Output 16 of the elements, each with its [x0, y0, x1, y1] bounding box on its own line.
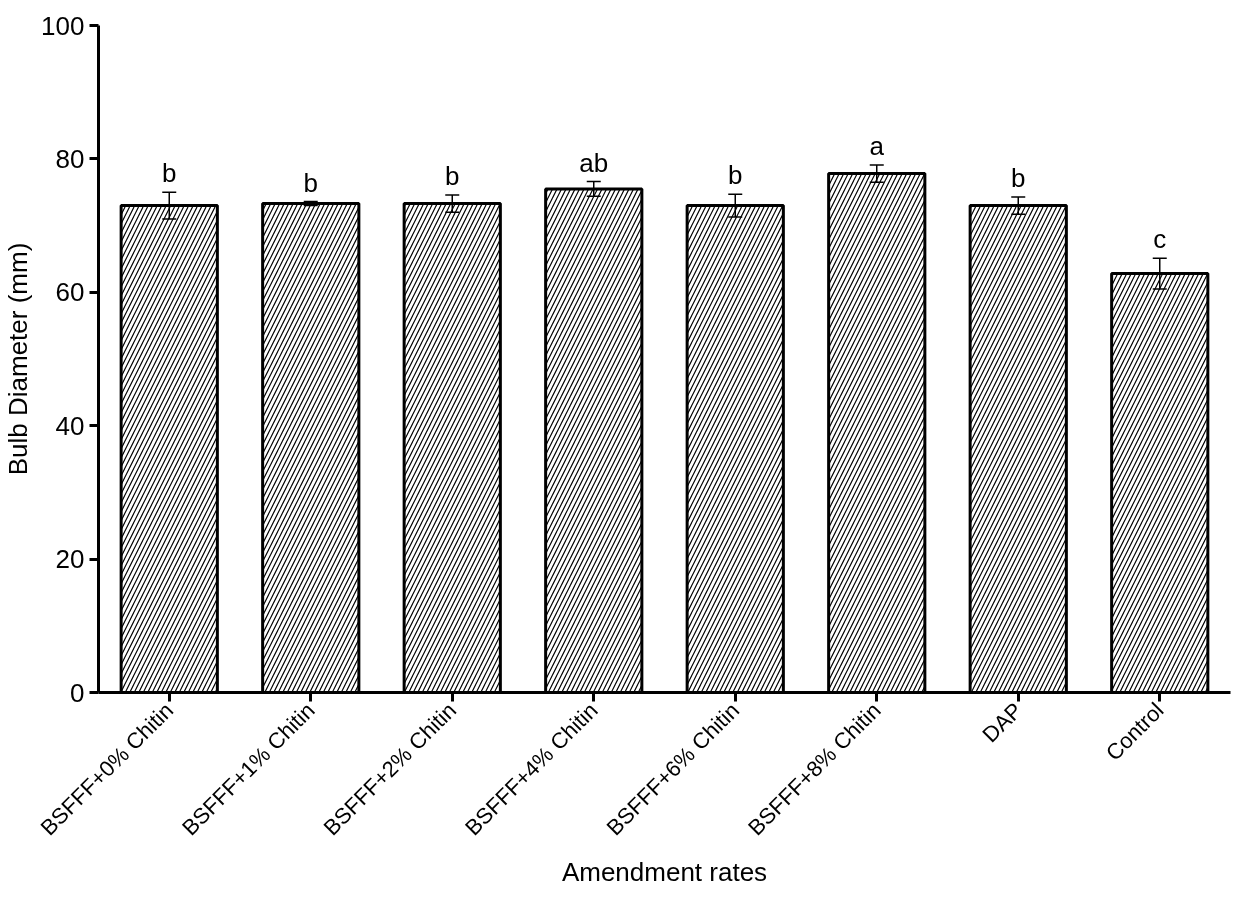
annotation: b	[445, 160, 460, 191]
y-tick-label: 80	[55, 143, 85, 174]
annotation: b	[728, 160, 743, 191]
annotation: a	[869, 130, 885, 161]
y-tick-label: 20	[55, 544, 85, 575]
annotation: ab	[579, 147, 609, 178]
annotation: b	[1011, 162, 1026, 193]
annotation: b	[303, 167, 318, 198]
x-axis-title: Amendment rates	[561, 857, 768, 888]
y-tick-label: 100	[41, 10, 85, 41]
annotation: b	[162, 158, 177, 189]
annotation: c	[1153, 224, 1167, 255]
y-tick-label: 0	[70, 677, 85, 708]
y-tick-label: 40	[55, 410, 85, 441]
y-axis-title: Bulb Diameter (mm)	[3, 242, 34, 476]
y-tick-label: 60	[55, 277, 85, 308]
